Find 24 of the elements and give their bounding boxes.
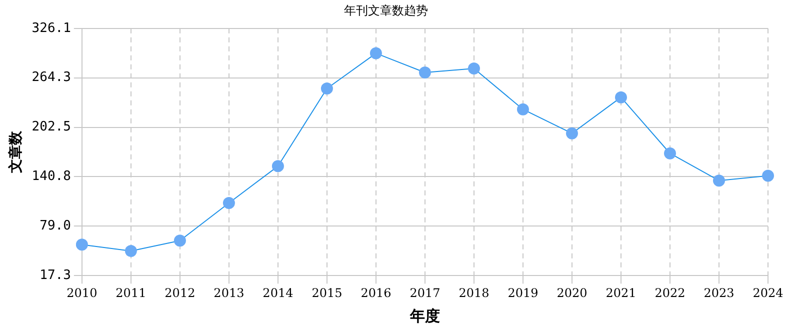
chart-title: 年刊文章数趋势 bbox=[344, 3, 428, 18]
y-tick-label: 140.8 bbox=[32, 169, 71, 184]
x-tick-label: 2019 bbox=[508, 286, 538, 300]
x-tick-label: 2021 bbox=[606, 286, 636, 300]
x-tick-label: 2014 bbox=[262, 286, 294, 300]
x-tick-label: 2010 bbox=[66, 286, 98, 300]
x-tick-label: 2024 bbox=[752, 286, 784, 300]
y-tick-label: 17.3 bbox=[40, 268, 71, 283]
x-tick-label: 2023 bbox=[704, 286, 734, 300]
y-tick-label: 326.1 bbox=[32, 20, 71, 36]
x-tick-label: 2020 bbox=[556, 286, 588, 300]
x-tick-label: 2015 bbox=[312, 286, 342, 300]
x-tick-label: 2013 bbox=[214, 286, 244, 300]
x-tick-label: 2017 bbox=[410, 286, 440, 300]
y-tick-label: 202.5 bbox=[32, 120, 71, 135]
x-tick-label: 2011 bbox=[116, 286, 146, 300]
x-tick-label: 2016 bbox=[360, 286, 392, 300]
x-tick-label: 2022 bbox=[654, 286, 686, 300]
x-axis-title: 年度 bbox=[408, 306, 440, 325]
y-tick-label: 264.3 bbox=[32, 70, 71, 86]
x-tick-label: 2012 bbox=[164, 286, 196, 300]
y-axis-title: 文章数 bbox=[7, 130, 24, 174]
x-tick-label: 2018 bbox=[458, 286, 490, 300]
y-tick-label: 79.0 bbox=[40, 218, 71, 234]
